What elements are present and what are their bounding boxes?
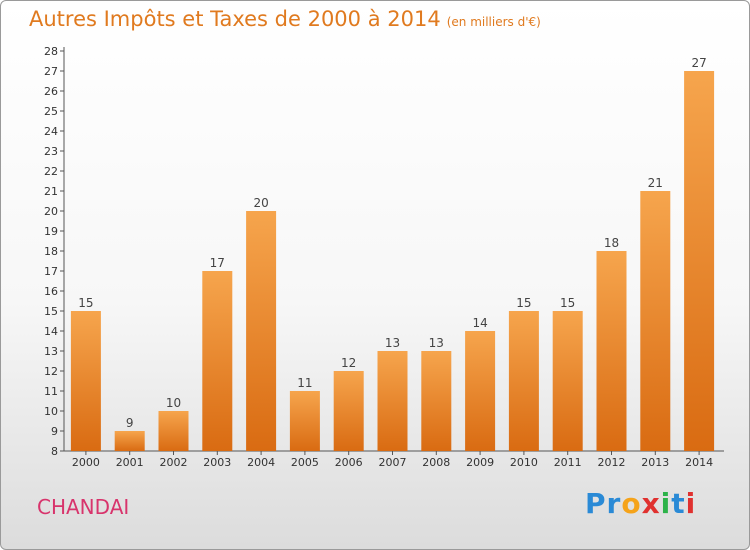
bar [508,311,539,451]
bar [465,331,496,451]
bar-value-label: 13 [385,336,400,350]
x-tick-label: 2011 [554,456,582,469]
bar [114,431,145,451]
y-tick-label: 27 [44,65,58,78]
bar [202,271,233,451]
bar-value-label: 12 [341,356,356,370]
bar [640,191,671,451]
logo-letter: i [660,487,672,520]
bar [596,251,627,451]
bar-value-label: 20 [253,196,268,210]
x-tick-label: 2009 [466,456,494,469]
y-tick-label: 11 [44,385,58,398]
bar-value-label: 27 [691,56,706,70]
y-tick-label: 25 [44,105,58,118]
bar [684,71,715,451]
bar [158,411,189,451]
y-tick-label: 8 [51,445,58,458]
y-tick-label: 26 [44,85,58,98]
y-tick-label: 18 [44,245,58,258]
x-tick-label: 2002 [160,456,188,469]
y-tick-label: 14 [44,325,58,338]
bar-value-label: 21 [648,176,663,190]
x-tick-label: 2005 [291,456,319,469]
y-tick-label: 20 [44,205,58,218]
x-tick-label: 2008 [422,456,450,469]
bar-value-label: 15 [516,296,531,310]
bar-value-label: 13 [429,336,444,350]
bar-value-label: 10 [166,396,181,410]
chart-title: Autres Impôts et Taxes de 2000 à 2014 (en… [29,7,541,31]
bar [333,371,364,451]
x-tick-label: 2001 [116,456,144,469]
x-tick-label: 2007 [379,456,407,469]
bar [377,351,408,451]
bar [246,211,277,451]
bar [289,391,320,451]
bar [421,351,452,451]
logo-letter: i [685,487,697,520]
x-tick-label: 2012 [598,456,626,469]
y-tick-label: 15 [44,305,58,318]
y-tick-label: 23 [44,145,58,158]
y-tick-label: 22 [44,165,58,178]
chart-title-text: Autres Impôts et Taxes de 2000 à 2014 [29,7,441,31]
x-tick-label: 2000 [72,456,100,469]
bar-value-label: 18 [604,236,619,250]
y-tick-label: 24 [44,125,58,138]
y-tick-label: 9 [51,425,58,438]
logo-letter: o [621,487,642,520]
logo-letter: x [641,487,661,520]
proxiti-logo: Proxiti [585,487,696,520]
y-tick-label: 12 [44,365,58,378]
x-tick-label: 2014 [685,456,713,469]
chart-axes: 8 9 10 11 12 13 14 15 16 17 18 19 20 21 22 23 24 25 26 27 28… [44,45,724,469]
x-tick-label: 2006 [335,456,363,469]
x-tick-label: 2004 [247,456,275,469]
bar-value-label: 15 [78,296,93,310]
y-tick-label: 16 [44,285,58,298]
logo-letter: P [585,487,607,520]
bar-value-label: 9 [126,416,134,430]
logo-letter: t [671,487,686,520]
bar-value-label: 17 [210,256,225,270]
y-tick-label: 13 [44,345,58,358]
chart-bars [70,71,715,451]
x-tick-label: 2003 [203,456,231,469]
x-tick-label: 2013 [641,456,669,469]
chart-data-labels: 15 9 10 17 20 11 12 13 13 14 15 15 18 21 27 [78,56,706,430]
y-tick-label: 28 [44,45,58,58]
bar-value-label: 11 [297,376,312,390]
y-tick-label: 21 [44,185,58,198]
bar [552,311,583,451]
bar-value-label: 14 [472,316,487,330]
logo-letter: r [606,487,622,520]
y-tick-label: 17 [44,265,58,278]
y-tick-label: 10 [44,405,58,418]
bar [70,311,101,451]
chart-unit: (en milliers d'€) [446,15,541,29]
bar-value-label: 15 [560,296,575,310]
y-tick-label: 19 [44,225,58,238]
x-tick-label: 2010 [510,456,538,469]
commune-name: CHANDAI [37,495,130,519]
